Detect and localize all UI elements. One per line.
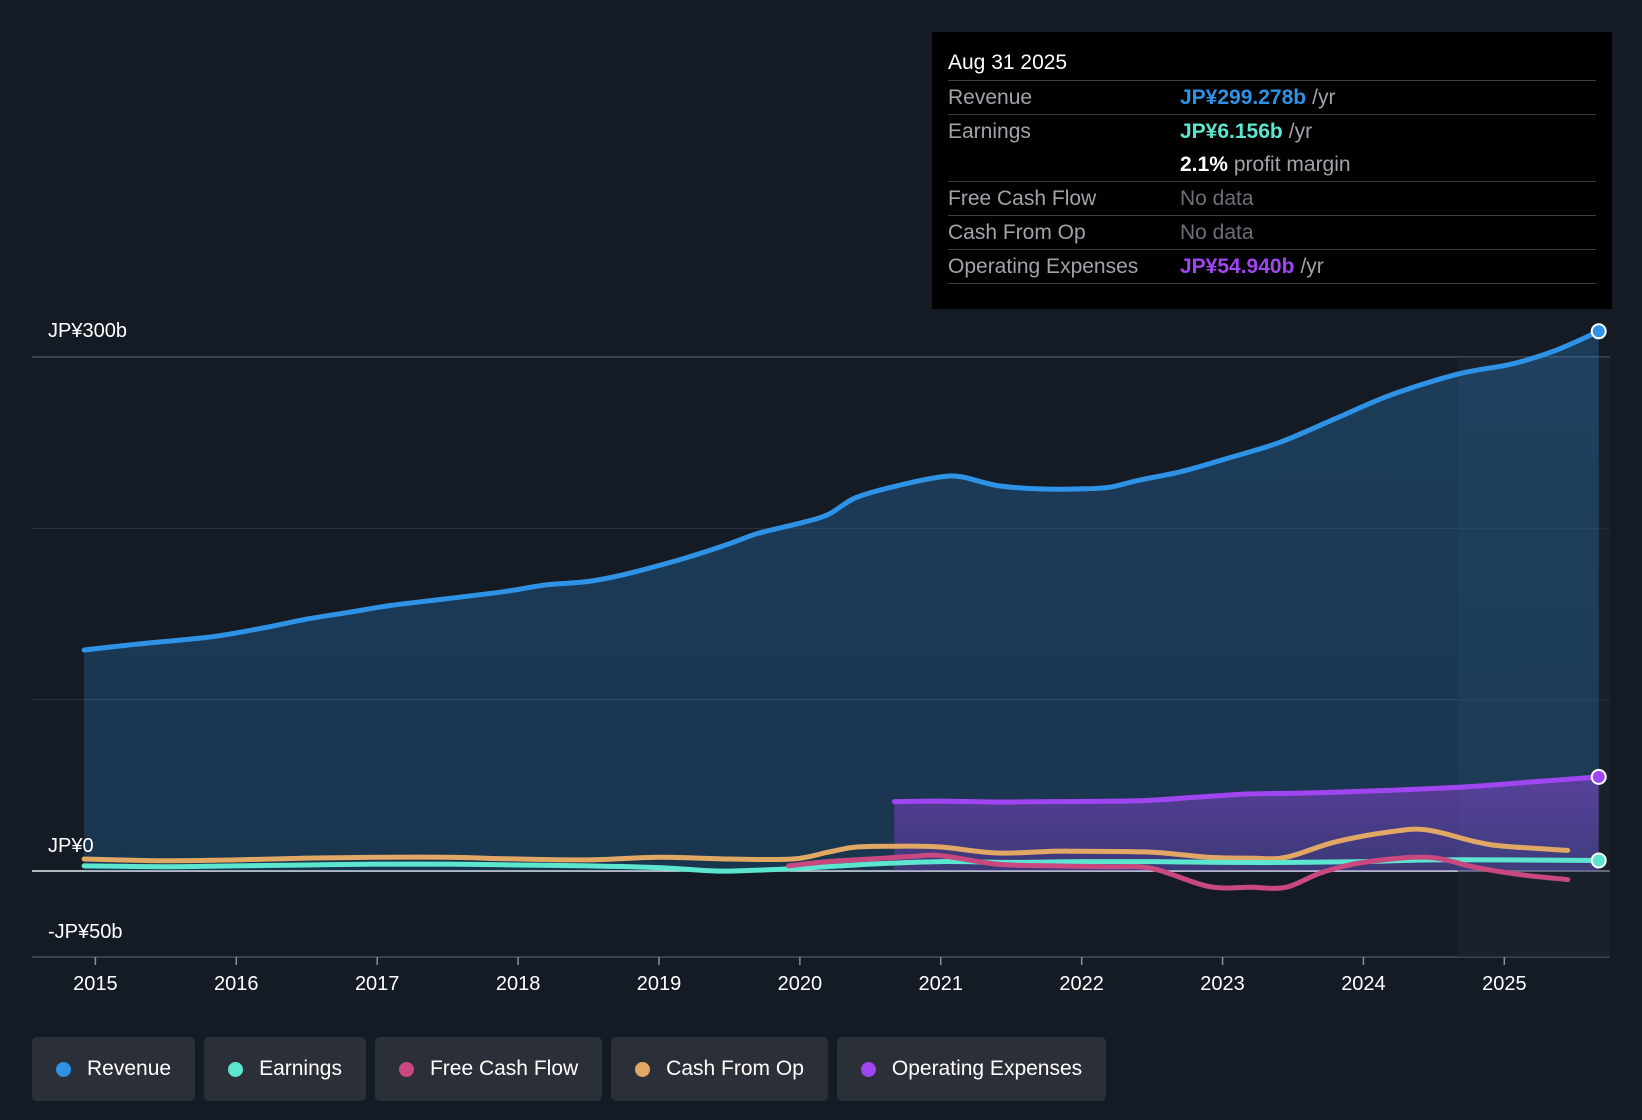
end-marker-revenue [1590,323,1607,340]
tooltip-value: No data [1180,187,1254,210]
tooltip-row-revenue: Revenue JP¥299.278b /yr [948,80,1596,114]
tooltip-bottom-rule [948,283,1596,284]
x-tick-label: 2025 [1482,973,1527,995]
legend-item-free-cash-flow[interactable]: Free Cash Flow [374,1037,603,1101]
x-tick-label: 2016 [214,973,259,995]
legend-dot-icon [228,1061,244,1077]
line-revenue [81,328,1602,653]
x-tick-label: 2017 [355,973,400,995]
y-tick-label-zero: JP¥0 [48,835,94,857]
tooltip-label: Cash From Op [948,221,1086,244]
legend-label: Free Cash Flow [429,1057,579,1080]
x-tick-label: 2015 [73,973,118,995]
tooltip-unit: profit margin [1233,153,1351,176]
tooltip-row-cash-from-op: Cash From Op No data [948,215,1596,249]
end-marker-operating-expenses [1590,768,1607,785]
legend: Revenue Earnings Free Cash Flow Cash Fro… [32,1037,1107,1101]
end-marker-earnings [1590,852,1607,869]
legend-item-earnings[interactable]: Earnings [204,1037,366,1101]
y-tick-label-top: JP¥300b [48,320,127,342]
legend-label: Cash From Op [666,1057,804,1080]
tooltip-label: Revenue [948,86,1033,109]
legend-label: Operating Expenses [891,1057,1083,1080]
legend-item-cash-from-op[interactable]: Cash From Op [611,1037,828,1101]
x-tick-label: 2019 [637,973,682,995]
tooltip-row-earnings: Earnings JP¥6.156b /yr [948,114,1596,148]
series-lines [81,328,1602,891]
tooltip-unit: /yr [1288,120,1313,143]
x-tick-label: 2023 [1200,973,1245,995]
legend-label: Earnings [259,1057,342,1080]
legend-dot-icon [635,1061,651,1077]
x-tick-label: 2018 [496,973,541,995]
legend-dot-icon [398,1061,414,1077]
series-areas [84,331,1599,871]
tooltip-row-operating-expenses: Operating Expenses JP¥54.940b /yr [948,249,1596,283]
x-tick-label: 2022 [1059,973,1104,995]
tooltip-value: No data [1180,221,1254,244]
legend-dot-icon [860,1061,876,1077]
line-earnings [81,857,1602,874]
tooltip-value: JP¥6.156b [1180,120,1283,143]
tooltip-label: Operating Expenses [948,255,1139,278]
legend-item-revenue[interactable]: Revenue [32,1037,196,1101]
x-tick-label: 2024 [1341,973,1386,995]
line-operating-expenses [891,774,1602,805]
tooltip-value: 2.1% [1180,153,1228,176]
x-tick-label: 2021 [919,973,964,995]
area-revenue [84,331,1599,871]
legend-dot-icon [56,1061,71,1077]
tooltip-row-profit-margin: 2.1% profit margin [948,148,1596,181]
line-free-cash-flow [786,852,1571,891]
tooltip-value: JP¥299.278b [1180,86,1307,109]
y-tick-label-bottom: -JP¥50b [48,921,123,943]
legend-label: Revenue [87,1057,172,1080]
tooltip-label: Free Cash Flow [948,187,1097,210]
tooltip-value: JP¥54.940b [1180,255,1295,278]
tooltip-unit: /yr [1300,255,1324,278]
line-cash-from-op [81,826,1571,864]
tooltip-unit: /yr [1312,86,1336,109]
tooltip-row-free-cash-flow: Free Cash Flow No data [948,181,1596,215]
legend-item-operating-expenses[interactable]: Operating Expenses [836,1037,1107,1101]
tooltip-label [948,148,1180,181]
tooltip-panel: Aug 31 2025 Revenue JP¥299.278b /yr Earn… [932,32,1612,309]
series-end-markers [1590,323,1607,869]
tooltip-date: Aug 31 2025 [948,51,1068,74]
x-tick-label: 2020 [778,973,823,995]
tooltip-label: Earnings [948,120,1031,143]
area-operating-expenses [894,776,1599,871]
x-axis-ticks: 2015 2016 2017 2018 2019 2020 2021 2022 2023 2024… [73,957,1527,995]
